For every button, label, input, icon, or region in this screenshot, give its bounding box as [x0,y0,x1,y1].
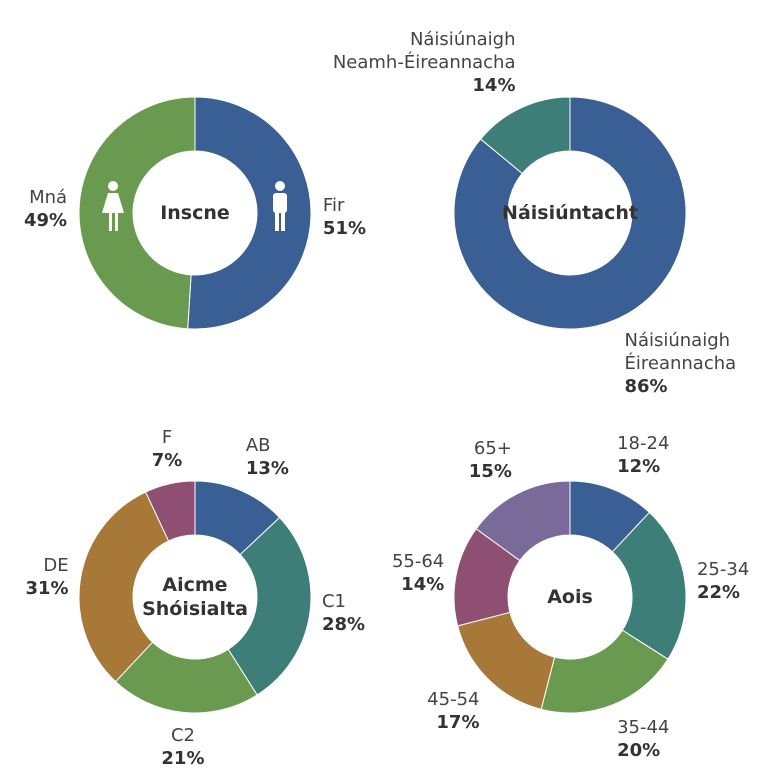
donut-title: Aicme Shóisialta [142,574,248,620]
donut-segment [479,96,571,175]
segment-label: Náisiúnaigh Neamh-Éireannacha 14% [332,29,516,97]
segment-label: 45-54 17% [427,688,480,733]
segment-label: DE 31% [25,554,69,599]
segment-label: Náisiúnaigh Éireannacha 86% [624,329,737,397]
segment-label: C2 21% [161,725,205,770]
donut-segment [187,96,312,330]
segment-label: 18-24 12% [617,432,670,477]
value-label: 12% [617,455,661,477]
value-label: 20% [617,740,661,761]
donut-segment [475,480,571,562]
value-label: 7% [151,450,183,472]
donut-segment [78,491,170,683]
segment-label: C1 28% [321,591,366,636]
donut-segment [78,96,196,330]
value-label: 28% [321,614,366,636]
segment-label: Fir 51% [322,195,367,240]
value-label: 21% [161,748,205,770]
value-label: 86% [624,375,668,397]
value-label: 15% [468,460,512,482]
donut-title: Aois [547,586,593,608]
donut-segment [227,516,312,696]
donut-segment [114,641,258,714]
female-icon [102,181,124,231]
value-label: 51% [322,218,367,240]
segment-label: Mná 49% [23,186,68,231]
value-label: 22% [696,581,741,603]
value-label: 49% [23,209,68,231]
male-icon [273,181,287,231]
donut-segment [540,629,669,714]
donut-title: Inscne [160,202,230,224]
donut-segment [453,96,687,330]
segment-label: 25-34 22% [696,558,750,603]
value-label: 14% [401,574,445,595]
segment-label: F 7% [151,427,183,472]
segment-label: 65+ 15% [468,437,512,482]
value-label: 13% [245,457,289,479]
value-label: 17% [436,711,480,733]
segment-label: AB 13% [245,434,289,479]
segment-label: 35-44 20% [617,717,670,761]
donut-segment [144,480,196,542]
value-label: 31% [25,577,69,599]
value-label: 14% [472,75,516,97]
donut-title: Náisiúntacht [502,202,638,224]
segment-label: 55-64 14% [391,551,445,595]
